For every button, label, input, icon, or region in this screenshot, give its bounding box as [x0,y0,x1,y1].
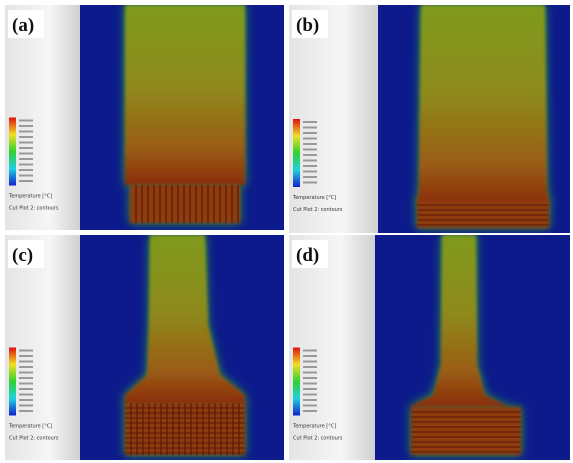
legend-tick [303,366,317,368]
legend-tick [19,399,33,401]
label-box [8,10,44,38]
legend-tick [303,355,317,357]
legend-tick [19,393,33,396]
legend-tick [303,159,317,162]
legend-tick [19,377,33,379]
label-box [292,240,328,268]
sidebar [5,235,80,460]
legend-tick [303,360,317,363]
legend-tick [19,130,33,133]
panel-label: (d) [296,245,319,266]
caption: Cut Plot 2: contours [293,436,343,442]
legend-tick [19,147,33,149]
legend-tick [303,181,317,184]
simulation [409,235,521,455]
legend-tick [19,349,33,352]
color-bar [9,117,16,186]
legend-tick [19,180,33,182]
legend-tick [19,382,33,385]
heat-body [125,5,245,185]
legend-tick [19,371,33,374]
legend-tick [303,132,317,134]
legend-tick [19,158,33,160]
sidebar [289,5,378,233]
label-box [292,10,328,38]
legend-tick [303,393,317,396]
legend-tick [303,121,317,123]
legend-tick [303,377,317,379]
panel-label: (c) [12,245,33,266]
caption: Cut Plot 2: contours [9,206,59,212]
legend-tick [19,169,33,171]
legend-tick [303,165,317,167]
legend-title: Temperature [°C] [8,424,52,430]
heat-base [417,200,549,228]
legend-tick [19,366,33,368]
legend-tick [303,137,317,140]
legend-title: Temperature [°C] [8,194,52,200]
panel: Temperature [°C] Cut Plot 2: contours (b) [289,5,570,233]
color-bar [9,347,16,416]
legend-tick [19,152,33,155]
simulation [125,5,245,223]
caption: Cut Plot 2: contours [9,436,59,442]
legend-title: Temperature [°C] [292,195,336,201]
heat-base [130,185,240,223]
legend-tick [303,148,317,151]
legend-tick [303,410,317,412]
legend-tick [303,170,317,173]
label-box [8,240,44,268]
legend-tick [303,399,317,401]
legend-tick [303,371,317,374]
legend-title: Temperature [°C] [292,424,336,430]
simulation [125,235,245,455]
heat-body [125,235,245,405]
legend-tick [303,404,317,407]
sidebar [5,5,80,230]
heat-body [417,5,549,205]
legend-tick [303,388,317,390]
heat-body [409,235,509,407]
legend-tick [303,349,317,352]
legend-tick [19,136,33,138]
legend-tick [19,174,33,177]
legend-tick [19,141,33,144]
color-bar [293,119,300,187]
legend-tick [303,382,317,385]
legend-tick [19,355,33,357]
panel-label: (a) [12,15,34,36]
caption: Cut Plot 2: contours [293,207,343,213]
legend-tick [19,360,33,363]
legend-tick [303,154,317,156]
panel: Temperature [°C] Cut Plot 2: contours (a) [5,5,284,230]
panel: Temperature [°C] Cut Plot 2: contours (c) [5,235,284,460]
legend-tick [19,163,33,166]
sidebar [289,235,375,460]
legend-tick [19,388,33,390]
simulation [417,5,549,228]
legend-tick [19,125,33,127]
legend-tick [303,143,317,145]
legend-tick [19,410,33,412]
legend-tick [19,119,33,122]
legend-tick [303,126,317,129]
panel: Temperature [°C] Cut Plot 2: contours (d) [289,235,570,460]
heat-base [411,407,521,455]
panel-label: (b) [296,15,319,36]
color-bar [293,347,300,416]
legend-tick [19,404,33,407]
legend-tick [303,176,317,178]
